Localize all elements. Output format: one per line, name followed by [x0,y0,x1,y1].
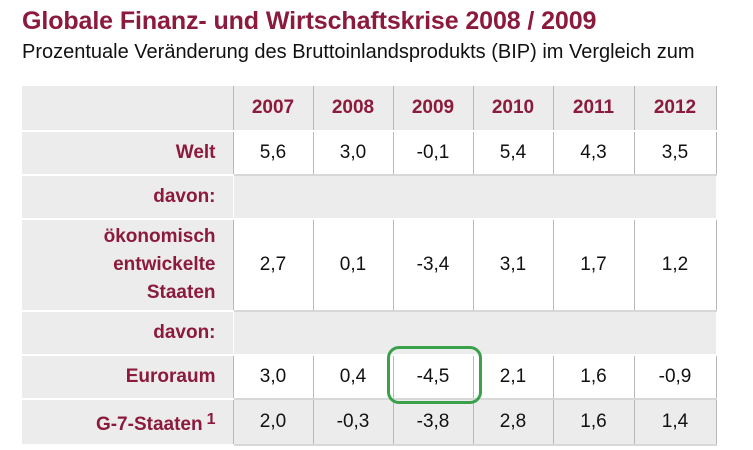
gdp-table: 2007 2008 2009 2010 2011 2012 Welt 5,6 3… [22,86,717,446]
year-header-2009: 2009 [393,86,474,132]
table-cell: 3,0 [233,355,314,400]
table-row-euroraum: Euroraum 3,0 0,4 -4,5 2,1 1,6 -0,9 [22,355,717,400]
row-label-davon: davon: [22,175,234,220]
table-cell: 3,0 [313,131,394,176]
table-row-g7-staaten: G-7-Staaten 1 2,0 -0,3 -3,8 2,8 1,6 1,4 [22,399,717,446]
year-header-2011: 2011 [553,86,635,132]
row-label-line: entwickelte [113,254,216,275]
table-cell: 0,1 [313,219,394,312]
footnote-mark[interactable]: 1 [206,410,216,428]
table-cell: 2,8 [473,399,554,446]
table-cell: 3,5 [634,131,717,176]
table-cell: 1,6 [553,399,635,446]
row-label-euroraum: Euroraum [22,355,234,400]
year-header-2012: 2012 [634,86,717,132]
year-header-2010: 2010 [473,86,554,132]
table-row-entwickelte-staaten: ökonomisch entwickelte Staaten 2,7 0,1 -… [22,219,717,312]
table-cell: 1,2 [634,219,717,312]
table-cell: 2,7 [233,219,314,312]
table-cell: 1,4 [634,399,717,446]
table-row-welt: Welt 5,6 3,0 -0,1 5,4 4,3 3,5 [22,131,717,176]
page-title: Globale Finanz- und Wirtschaftskrise 200… [22,7,597,35]
table-cell-highlighted: -4,5 [393,355,474,400]
empty-row-fill [233,175,716,220]
table-cell: 4,3 [553,131,635,176]
table-cell: 1,7 [553,219,635,312]
table-cell: -0,9 [634,355,717,400]
table-cell: 5,6 [233,131,314,176]
table-cell: -3,8 [393,399,474,446]
row-label-g7-staaten: G-7-Staaten 1 [22,399,234,446]
page-subtitle: Prozentuale Veränderung des Bruttoinland… [22,41,695,63]
year-header-2007: 2007 [233,86,314,132]
row-label-line: ökonomisch [103,226,216,247]
year-header-2008: 2008 [313,86,394,132]
row-label-text: G-7-Staaten [95,413,203,435]
table-cell: 5,4 [473,131,554,176]
table-cell: -0,3 [313,399,394,446]
row-label-davon: davon: [22,311,234,356]
table-cell: 0,4 [313,355,394,400]
table-cell: 1,6 [553,355,635,400]
header-corner-cell [22,86,234,132]
table-cell: -3,4 [393,219,474,312]
table-cell: 3,1 [473,219,554,312]
empty-row-fill [233,311,716,356]
row-label-entwickelte-staaten: ökonomisch entwickelte Staaten [22,219,234,312]
table-cell: 2,1 [473,355,554,400]
row-label-welt: Welt [22,131,234,176]
table-cell: -0,1 [393,131,474,176]
table-cell: 2,0 [233,399,314,446]
table-row-davon: davon: [22,175,716,220]
row-label-line: Staaten [146,282,216,303]
table-row-davon: davon: [22,311,716,356]
header-row: 2007 2008 2009 2010 2011 2012 [22,86,717,132]
